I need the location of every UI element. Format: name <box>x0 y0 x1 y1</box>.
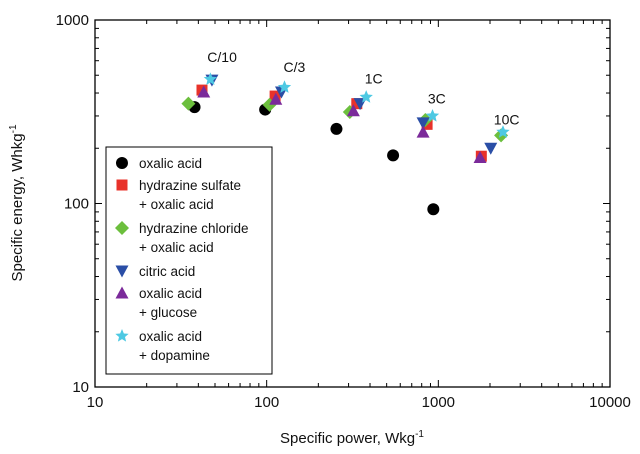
legend-marker-triangle-down <box>115 265 129 278</box>
x-tick-label: 1000 <box>422 394 455 411</box>
legend-label: + glucose <box>139 305 197 320</box>
data-point-star <box>425 108 440 122</box>
data-point-triangle-up <box>269 92 283 105</box>
x-axis-title-superscript: -1 <box>415 429 424 440</box>
data-points <box>181 72 510 216</box>
legend-label: + oxalic acid <box>139 197 214 212</box>
data-point-circle <box>427 203 440 216</box>
data-point-star <box>359 90 373 103</box>
data-point-star <box>203 72 218 85</box>
data-point-triangle-up <box>197 85 211 98</box>
y-tick-label: 10 <box>72 379 89 396</box>
y-axis-title-superscript: -1 <box>8 124 19 133</box>
axis-tick-labels: 10 100 1000 10000 10 100 1000 <box>56 12 631 411</box>
rate-label: C/3 <box>283 59 305 75</box>
legend-marker-diamond <box>115 221 129 235</box>
x-tick-label: 100 <box>254 394 279 411</box>
rate-label: C/10 <box>207 49 237 65</box>
data-point-triangle-up <box>416 125 430 138</box>
rate-label: 1C <box>365 71 383 87</box>
legend-label: citric acid <box>139 264 195 279</box>
legend-label: hydrazine chloride <box>139 221 249 236</box>
legend-marker-triangle-up <box>115 286 129 299</box>
legend-marker-circle <box>116 157 128 169</box>
rate-label: 3C <box>428 91 446 107</box>
data-point-triangle-up <box>346 104 360 117</box>
y-tick-label: 100 <box>64 196 89 213</box>
data-point-diamond <box>181 96 196 111</box>
y-axis-title-text: Specific energy, Whkg <box>9 133 26 281</box>
y-axis-title: Specific energy, Whkg-1 <box>8 124 26 281</box>
legend: oxalic acid hydrazine sulfate + oxalic aci… <box>105 146 273 375</box>
x-axis-title: Specific power, Wkg-1 <box>280 429 424 447</box>
legend-label: hydrazine sulfate <box>139 178 241 193</box>
y-tick-label: 1000 <box>56 12 89 29</box>
legend-label: + dopamine <box>139 348 210 363</box>
data-point-star <box>496 125 510 138</box>
x-axis-title-text: Specific power, Wkg <box>280 430 415 447</box>
legend-label: oxalic acid <box>139 156 202 171</box>
legend-label: oxalic acid <box>139 329 202 344</box>
rate-label: 10C <box>494 111 520 127</box>
data-point-triangle-down <box>416 117 430 130</box>
legend-marker-star <box>115 329 129 342</box>
data-point-star <box>277 80 292 93</box>
legend-label: oxalic acid <box>139 286 202 301</box>
x-tick-label: 10000 <box>589 394 631 411</box>
legend-label: + oxalic acid <box>139 240 214 255</box>
legend-box <box>105 146 273 375</box>
data-point-triangle-up <box>473 151 487 164</box>
x-tick-label: 10 <box>87 394 104 411</box>
legend-marker-square <box>116 179 128 191</box>
data-point-circle <box>387 149 400 162</box>
rate-annotations: C/10 C/3 1C 3C 10C <box>207 49 519 127</box>
data-point-triangle-down <box>484 142 498 155</box>
data-point-circle <box>330 122 343 135</box>
axis-ticks <box>94 19 611 388</box>
